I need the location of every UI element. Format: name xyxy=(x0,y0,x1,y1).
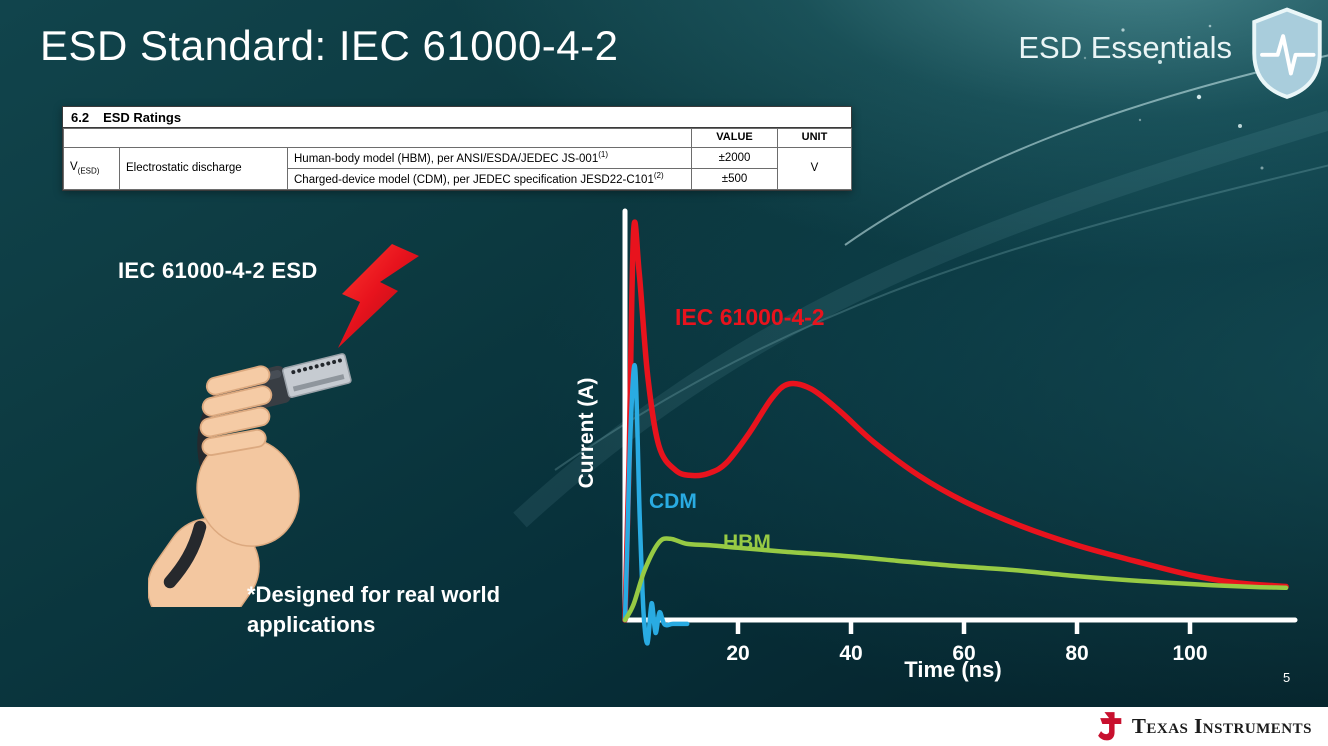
x-axis-label: Time (ns) xyxy=(904,657,1001,682)
esd-ratings-table: 6.2 ESD Ratings VALUE UNIT V(ESD) Electro… xyxy=(62,106,853,192)
table-section-number: 6.2 xyxy=(71,110,90,125)
hbm-condition-cell: Human-body model (HBM), per ANSI/ESDA/JE… xyxy=(286,146,693,169)
ti-wordmark: Texas Instruments xyxy=(1131,714,1312,738)
iec-curve-label: IEC 61000-4-2 xyxy=(675,304,825,330)
x-tick-label: 20 xyxy=(726,642,749,665)
param-name-cell: Electrostatic discharge xyxy=(119,146,288,191)
esd-shield-icon xyxy=(1252,7,1322,99)
series-iec-61000-4-2 xyxy=(622,219,1289,623)
chart-plot-area: 20 40 60 80 100 xyxy=(622,208,1298,665)
table-row: V(ESD) Electrostatic discharge Human-bod… xyxy=(63,146,853,191)
hdmi-cable-front xyxy=(163,520,207,589)
x-tick-label: 100 xyxy=(1172,642,1207,665)
background-streak-faint xyxy=(554,164,1328,471)
connector-pin-holes xyxy=(291,358,342,375)
table-section-title: ESD Ratings xyxy=(103,110,182,125)
hand-holding-hdmi-illustration xyxy=(148,353,352,607)
cdm-value-cell: ±500 xyxy=(691,167,779,191)
finger xyxy=(199,406,271,438)
footer-bar: Texas Instruments xyxy=(0,707,1328,746)
iec-esd-label: IEC 61000-4-2 ESD xyxy=(118,258,318,283)
fingers xyxy=(199,365,273,456)
x-tick-label: 80 xyxy=(1065,642,1088,665)
ti-bug-icon xyxy=(1097,712,1122,741)
page-title: ESD Standard: IEC 61000-4-2 xyxy=(40,22,619,69)
finger xyxy=(201,385,273,417)
series-hbm xyxy=(622,536,1289,623)
hbm-value-cell: ±2000 xyxy=(691,146,779,169)
lightning-bolt-icon xyxy=(338,244,419,348)
cdm-condition-cell: Charged-device model (CDM), per JEDEC sp… xyxy=(286,167,693,191)
cdm-curve-label: CDM xyxy=(649,490,697,513)
table-heading: 6.2 ESD Ratings xyxy=(63,107,851,128)
x-tick-label: 60 xyxy=(952,642,975,665)
designed-note: *Designed for real world applications xyxy=(247,582,501,637)
esd-waveform-chart: 20 40 60 80 100 IEC 61000-4-2 CDM HBM Curren… xyxy=(575,208,1298,682)
unit-cell: V xyxy=(777,146,853,191)
param-symbol-cell: V(ESD) xyxy=(63,146,120,191)
table-header-row: VALUE UNIT xyxy=(62,128,853,148)
x-tick-label: 40 xyxy=(839,642,862,665)
series-title: ESD Essentials xyxy=(1018,30,1232,65)
finger xyxy=(201,429,267,456)
value-header-cell: VALUE xyxy=(691,128,779,148)
hbm-curve-label: HBM xyxy=(723,531,771,554)
unit-header-cell: UNIT xyxy=(777,128,853,148)
series-cdm xyxy=(622,363,690,646)
table-row: Charged-device model (CDM), per JEDEC sp… xyxy=(64,167,852,191)
y-axis-label: Current (A) xyxy=(575,378,598,489)
finger xyxy=(205,365,271,396)
page-number: 5 xyxy=(1283,670,1291,685)
empty-header-cell xyxy=(62,128,693,148)
